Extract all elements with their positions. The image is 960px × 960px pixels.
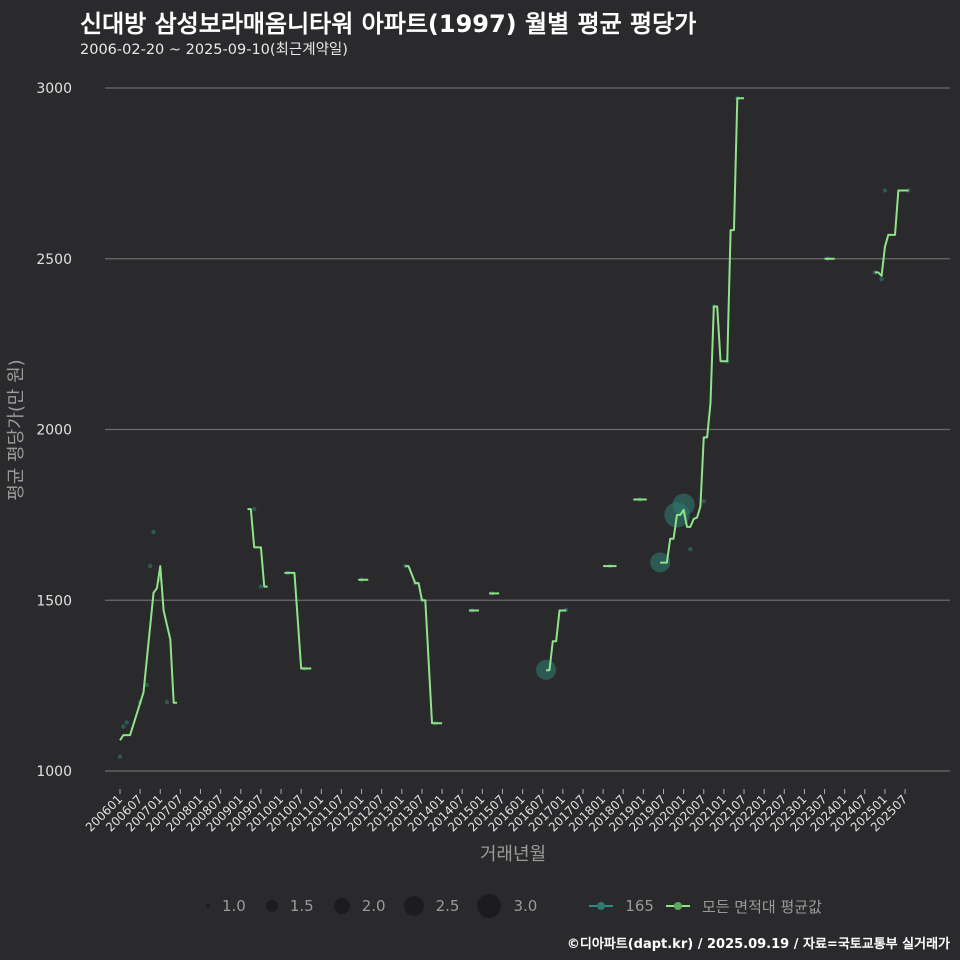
size-circle-icon	[206, 904, 210, 908]
y-tick-label: 2000	[36, 423, 72, 439]
data-point	[117, 754, 123, 759]
legend-label: 2.0	[361, 897, 386, 915]
y-tick-label: 1000	[36, 764, 72, 780]
data-point	[144, 682, 150, 688]
y-axis-label: 평균 평당가(만 원)	[6, 359, 27, 500]
average-line-segment	[247, 508, 268, 588]
y-tick-label: 2500	[36, 252, 72, 268]
legend: 1.0 1.5 2.0 2.5 3.0 165 모든 면적대 평균값	[200, 894, 834, 918]
legend-series-average: 모든 면적대 평균값	[665, 896, 822, 917]
line-swatch-icon	[665, 902, 690, 910]
legend-size-2: 2.0	[326, 897, 386, 915]
legend-label: 2.5	[435, 897, 460, 915]
average-line-segment	[284, 571, 312, 670]
size-circle-icon	[477, 894, 502, 918]
legend-label: 모든 면적대 평균값	[701, 897, 822, 916]
legend-size-1-5: 1.5	[258, 897, 314, 915]
data-point	[147, 563, 153, 569]
data-point	[701, 499, 706, 504]
legend-label: 1.0	[222, 897, 246, 915]
legend-label: 3.0	[513, 897, 538, 915]
data-point	[164, 699, 170, 705]
size-circle-icon	[333, 898, 350, 914]
data-point	[882, 188, 888, 193]
data-point	[672, 493, 695, 516]
average-line-segment	[660, 97, 745, 564]
legend-label: 1.5	[289, 897, 314, 915]
legend-series-165: 165	[589, 897, 654, 915]
data-point	[879, 277, 884, 282]
average-line-segment	[874, 189, 909, 277]
average-line-segment	[119, 565, 178, 741]
chart-subtitle: 2006-02-20 ~ 2025-09-10(최근계약일)	[80, 42, 348, 58]
footer-credit: ©디아파트(dapt.kr) / 2025.09.19 / 자료=국토교통부 실…	[566, 937, 950, 952]
legend-size-2-5: 2.5	[398, 896, 460, 916]
y-tick-label: 3000	[36, 81, 72, 97]
legend-size-3: 3.0	[471, 894, 537, 918]
data-point	[688, 546, 693, 552]
x-axis-label: 거래년월	[480, 844, 546, 865]
legend-size-1: 1.0	[200, 897, 246, 915]
y-tick-label: 1500	[36, 593, 72, 609]
data-point	[151, 529, 156, 535]
size-circle-icon	[265, 900, 278, 912]
line-swatch-icon	[589, 902, 614, 910]
data-point	[121, 724, 126, 729]
legend-label: 165	[625, 897, 654, 915]
average-line-segment	[546, 609, 567, 672]
data-point	[252, 506, 257, 512]
chart-title: 신대방 삼성보라매옴니타워 아파트(1997) 월별 평균 평당가	[80, 10, 697, 38]
size-circle-icon	[403, 896, 424, 916]
data-point	[124, 720, 129, 725]
data-point	[258, 584, 264, 589]
average-line-segment	[405, 565, 443, 725]
